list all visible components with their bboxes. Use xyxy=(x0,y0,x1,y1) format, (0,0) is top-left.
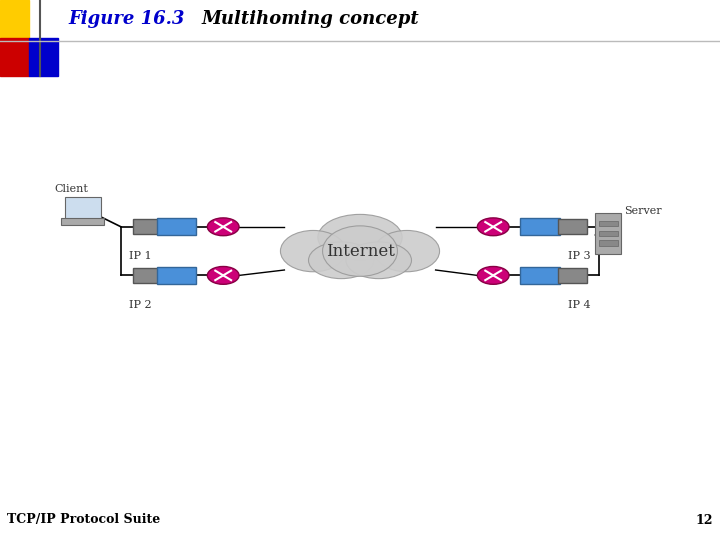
FancyBboxPatch shape xyxy=(133,268,162,283)
FancyBboxPatch shape xyxy=(599,221,618,226)
Ellipse shape xyxy=(281,231,346,272)
FancyBboxPatch shape xyxy=(65,197,101,219)
Text: IP 1: IP 1 xyxy=(129,251,152,261)
Text: TCP/IP Protocol Suite: TCP/IP Protocol Suite xyxy=(7,514,161,526)
Ellipse shape xyxy=(207,266,239,284)
Ellipse shape xyxy=(308,242,374,279)
FancyBboxPatch shape xyxy=(61,218,104,225)
FancyBboxPatch shape xyxy=(558,268,587,283)
Text: Internet: Internet xyxy=(325,242,395,260)
FancyBboxPatch shape xyxy=(157,218,196,235)
FancyBboxPatch shape xyxy=(599,231,618,236)
Text: IP 3: IP 3 xyxy=(568,251,591,261)
Ellipse shape xyxy=(323,226,397,276)
FancyBboxPatch shape xyxy=(133,219,162,234)
Ellipse shape xyxy=(346,242,412,279)
Text: Multihoming concept: Multihoming concept xyxy=(202,10,419,28)
Bar xyxy=(0,0,29,38)
FancyBboxPatch shape xyxy=(595,213,621,254)
FancyBboxPatch shape xyxy=(157,267,196,284)
Text: Server: Server xyxy=(624,206,662,215)
Ellipse shape xyxy=(477,266,509,284)
Bar xyxy=(29,38,58,76)
FancyBboxPatch shape xyxy=(521,218,560,235)
Ellipse shape xyxy=(207,218,239,235)
FancyBboxPatch shape xyxy=(558,219,587,234)
Ellipse shape xyxy=(477,218,509,235)
Bar xyxy=(0,38,29,76)
Text: Client: Client xyxy=(54,184,88,194)
Ellipse shape xyxy=(318,214,402,260)
Ellipse shape xyxy=(374,231,439,272)
Text: IP 2: IP 2 xyxy=(129,300,152,310)
Text: Figure 16.3: Figure 16.3 xyxy=(68,10,185,28)
Text: IP 4: IP 4 xyxy=(568,300,591,310)
Text: 12: 12 xyxy=(696,514,713,526)
FancyBboxPatch shape xyxy=(599,240,618,246)
FancyBboxPatch shape xyxy=(521,267,560,284)
